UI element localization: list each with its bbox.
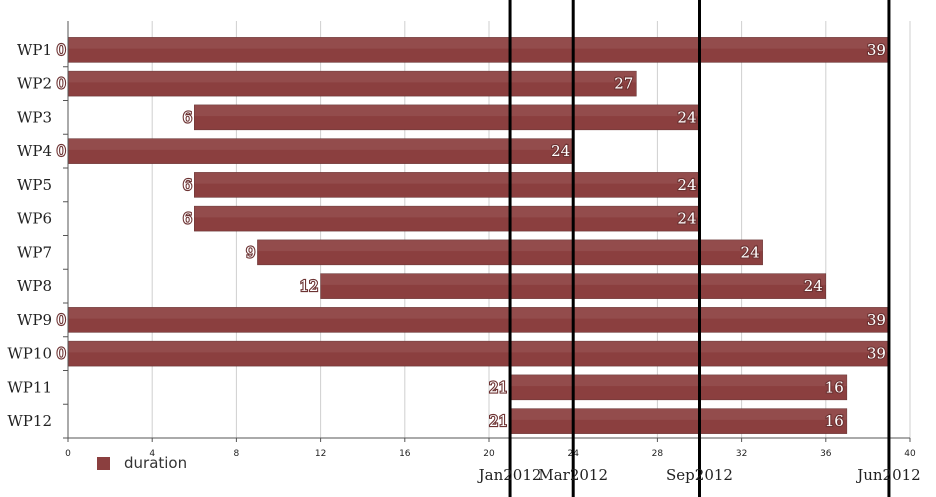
bar <box>67 307 890 333</box>
bar-highlight <box>510 374 847 387</box>
bar <box>67 138 574 164</box>
end-label: 24 <box>741 243 760 261</box>
bar <box>194 205 700 232</box>
category-label: WP1 <box>17 41 52 59</box>
start-label: 21 <box>489 378 508 396</box>
start-label: 0 <box>56 345 66 363</box>
category-label: WP5 <box>17 176 52 194</box>
category-label: WP6 <box>17 210 52 228</box>
start-label: 12 <box>300 277 319 295</box>
bar <box>194 172 700 198</box>
category-label: WP3 <box>17 108 52 126</box>
end-label: 27 <box>614 75 633 93</box>
bar <box>67 340 890 367</box>
start-label: 21 <box>489 412 508 430</box>
bar-highlight <box>68 71 637 83</box>
milestone-label: Jun2012 <box>855 466 921 484</box>
bar-highlight <box>510 408 847 420</box>
bar <box>509 408 848 434</box>
category-label: WP4 <box>17 142 52 160</box>
axes: 0 4 8 12 16 20 24 28 32 36 40 <box>63 21 916 459</box>
legend-label: duration <box>124 454 188 472</box>
x-tick-label: 36 <box>820 449 832 459</box>
x-tick-label: 8 <box>234 449 240 459</box>
bar-highlight <box>68 341 889 353</box>
category-label: WP8 <box>17 277 52 295</box>
start-label: 6 <box>183 108 193 126</box>
bar-highlight <box>68 37 889 49</box>
end-label: 16 <box>825 412 844 430</box>
start-label: 0 <box>56 142 66 160</box>
milestone-label: Sep2012 <box>666 466 733 484</box>
bar-highlight <box>194 172 700 184</box>
x-tick-label: 32 <box>736 449 747 459</box>
category-label: WP11 <box>7 378 52 396</box>
milestone-label: Jan2012 <box>477 466 542 484</box>
category-label: WP12 <box>7 412 52 430</box>
x-tick-label: 12 <box>315 449 326 459</box>
x-tick-label: 28 <box>652 449 664 459</box>
bars <box>67 37 890 434</box>
milestone-label: Mar2012 <box>538 466 608 484</box>
bar-highlight <box>68 307 889 319</box>
x-tick-label: 4 <box>149 449 155 459</box>
legend-swatch <box>97 457 110 470</box>
category-label: WP9 <box>17 311 52 329</box>
x-tick-label: 20 <box>483 449 495 459</box>
x-tick-label: 40 <box>904 449 916 459</box>
category-label: WP7 <box>17 243 52 261</box>
category-label: WP10 <box>7 345 52 363</box>
bar <box>194 104 700 131</box>
start-label: 6 <box>183 210 193 228</box>
end-label: 24 <box>677 210 696 228</box>
end-label: 24 <box>551 142 570 160</box>
bar-highlight <box>68 138 574 150</box>
end-label: 24 <box>677 176 696 194</box>
end-label: 39 <box>867 41 886 59</box>
x-tick-label: 0 <box>65 449 71 459</box>
category-label: WP2 <box>17 75 52 93</box>
start-label: 0 <box>56 41 66 59</box>
x-tick-label: 16 <box>399 449 411 459</box>
end-label: 16 <box>825 378 844 396</box>
bar <box>509 374 848 401</box>
end-label: 39 <box>867 311 886 329</box>
bar-highlight <box>194 104 700 117</box>
start-label: 0 <box>56 311 66 329</box>
bar-highlight <box>194 206 700 218</box>
end-label: 39 <box>867 345 886 363</box>
start-label: 0 <box>56 75 66 93</box>
start-label: 9 <box>246 243 256 261</box>
end-label: 24 <box>677 108 696 126</box>
start-label: 6 <box>183 176 193 194</box>
end-label: 24 <box>804 277 823 295</box>
